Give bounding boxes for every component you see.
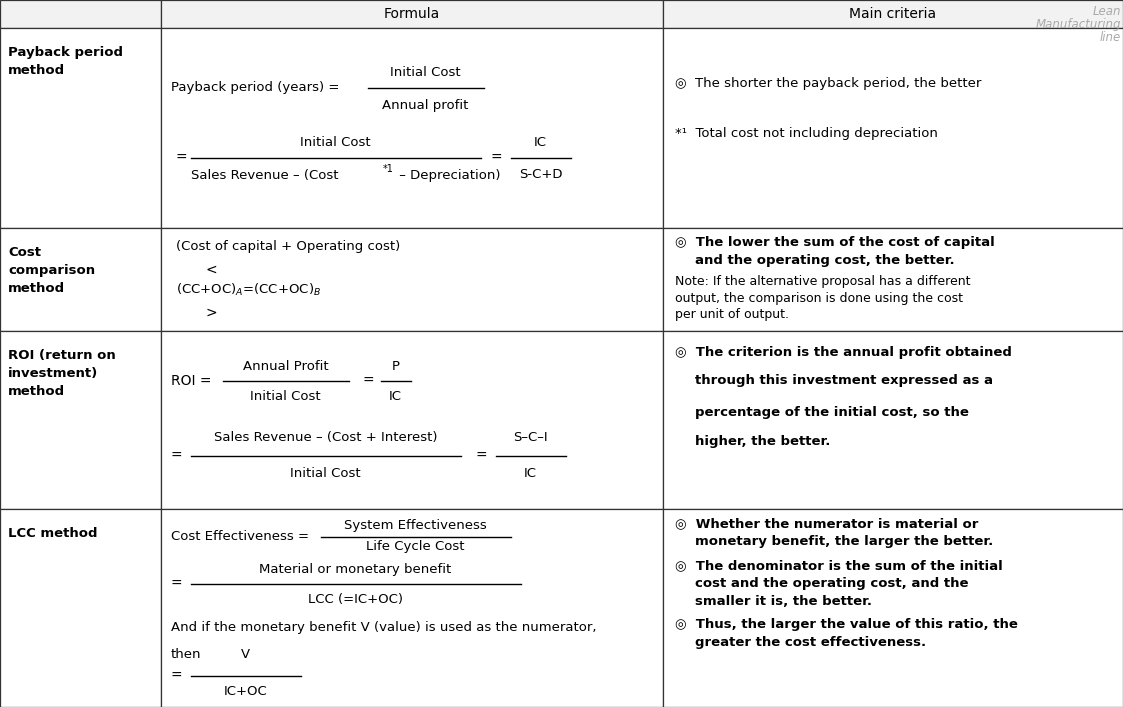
Text: <: <: [206, 262, 217, 276]
Text: S-C+D: S-C+D: [519, 168, 563, 182]
Text: *¹  Total cost not including depreciation: *¹ Total cost not including depreciation: [675, 127, 938, 141]
Text: – Depreciation): – Depreciation): [394, 168, 500, 182]
Bar: [161, 0, 663, 28]
Text: method: method: [8, 385, 65, 398]
Text: =: =: [491, 151, 502, 165]
Text: Formula: Formula: [383, 7, 440, 21]
Text: =: =: [363, 374, 374, 388]
Text: ◎  The shorter the payback period, the better: ◎ The shorter the payback period, the be…: [675, 78, 982, 90]
Text: monetary benefit, the larger the better.: monetary benefit, the larger the better.: [694, 535, 993, 548]
Text: ◎  Thus, the larger the value of this ratio, the: ◎ Thus, the larger the value of this rat…: [675, 619, 1017, 631]
Text: >: >: [206, 305, 217, 320]
Text: =: =: [171, 449, 182, 462]
Text: cost and the operating cost, and the: cost and the operating cost, and the: [694, 577, 968, 590]
Text: Payback period (years) =: Payback period (years) =: [171, 81, 339, 95]
Text: ◎  The denominator is the sum of the initial: ◎ The denominator is the sum of the init…: [675, 559, 1003, 572]
Bar: [663, 228, 1123, 331]
Bar: [0, 331, 161, 509]
Bar: [0, 0, 161, 28]
Text: Lean: Lean: [1093, 5, 1121, 18]
Bar: [0, 228, 161, 331]
Text: IC+OC: IC+OC: [223, 684, 267, 698]
Text: IC: IC: [389, 390, 402, 404]
Text: System Effectiveness: System Effectiveness: [345, 520, 487, 532]
Bar: [161, 331, 663, 509]
Text: *1: *1: [383, 164, 393, 174]
Text: ROI =: ROI =: [171, 374, 211, 388]
Text: LCC method: LCC method: [8, 527, 98, 540]
Text: method: method: [8, 64, 65, 77]
Text: ◎  Whether the numerator is material or: ◎ Whether the numerator is material or: [675, 518, 978, 530]
Bar: [161, 28, 663, 228]
Bar: [0, 28, 161, 228]
Text: Main criteria: Main criteria: [849, 7, 937, 21]
Bar: [663, 28, 1123, 228]
Text: Material or monetary benefit: Material or monetary benefit: [259, 563, 451, 576]
Text: =: =: [175, 151, 188, 165]
Text: Sales Revenue – (Cost: Sales Revenue – (Cost: [191, 168, 338, 182]
Text: Payback period: Payback period: [8, 46, 124, 59]
Text: output, the comparison is done using the cost: output, the comparison is done using the…: [675, 291, 962, 305]
Text: Initial Cost: Initial Cost: [391, 66, 460, 78]
Text: higher, the better.: higher, the better.: [694, 435, 830, 448]
Text: Sales Revenue – (Cost + Interest): Sales Revenue – (Cost + Interest): [213, 431, 437, 444]
Text: percentage of the initial cost, so the: percentage of the initial cost, so the: [694, 407, 968, 419]
Text: Note: If the alternative proposal has a different: Note: If the alternative proposal has a …: [675, 275, 970, 288]
Text: S–C–I: S–C–I: [513, 431, 548, 444]
Text: Cost Effectiveness =: Cost Effectiveness =: [171, 530, 309, 543]
Text: per unit of output.: per unit of output.: [675, 308, 788, 321]
Text: =: =: [171, 577, 182, 591]
Text: Life Cycle Cost: Life Cycle Cost: [366, 540, 465, 553]
Text: (CC+OC)$_A$=(CC+OC)$_B$: (CC+OC)$_A$=(CC+OC)$_B$: [175, 282, 321, 298]
Text: Annual profit: Annual profit: [383, 100, 468, 112]
Text: comparison: comparison: [8, 264, 95, 277]
Text: Initial Cost: Initial Cost: [250, 390, 321, 404]
Text: P: P: [392, 360, 400, 373]
Text: ROI (return on: ROI (return on: [8, 349, 116, 362]
Text: greater the cost effectiveness.: greater the cost effectiveness.: [694, 636, 925, 649]
Text: method: method: [8, 282, 65, 295]
Text: =: =: [475, 449, 487, 462]
Text: smaller it is, the better.: smaller it is, the better.: [694, 595, 871, 607]
Text: investment): investment): [8, 367, 98, 380]
Bar: [663, 509, 1123, 707]
Text: Initial Cost: Initial Cost: [300, 136, 371, 149]
Text: Initial Cost: Initial Cost: [290, 467, 360, 480]
Text: through this investment expressed as a: through this investment expressed as a: [694, 374, 993, 387]
Text: IC: IC: [535, 136, 547, 149]
Text: LCC (=IC+OC): LCC (=IC+OC): [308, 592, 403, 606]
Text: Cost: Cost: [8, 246, 42, 259]
Bar: [663, 331, 1123, 509]
Bar: [663, 0, 1123, 28]
Text: And if the monetary benefit V (value) is used as the numerator,: And if the monetary benefit V (value) is…: [171, 621, 596, 634]
Text: ◎  The lower the sum of the cost of capital: ◎ The lower the sum of the cost of capit…: [675, 236, 994, 249]
Text: and the operating cost, the better.: and the operating cost, the better.: [694, 255, 955, 267]
Text: V: V: [241, 648, 250, 661]
Text: Annual Profit: Annual Profit: [243, 360, 328, 373]
Text: ◎  The criterion is the annual profit obtained: ◎ The criterion is the annual profit obt…: [675, 346, 1012, 359]
Text: (Cost of capital + Operating cost): (Cost of capital + Operating cost): [175, 240, 400, 253]
Text: IC: IC: [524, 467, 537, 480]
Text: line: line: [1099, 31, 1121, 44]
Bar: [161, 509, 663, 707]
Text: =: =: [171, 670, 182, 683]
Bar: [161, 228, 663, 331]
Text: Manufacturing: Manufacturing: [1035, 18, 1121, 31]
Text: then: then: [171, 648, 201, 661]
Bar: [0, 509, 161, 707]
